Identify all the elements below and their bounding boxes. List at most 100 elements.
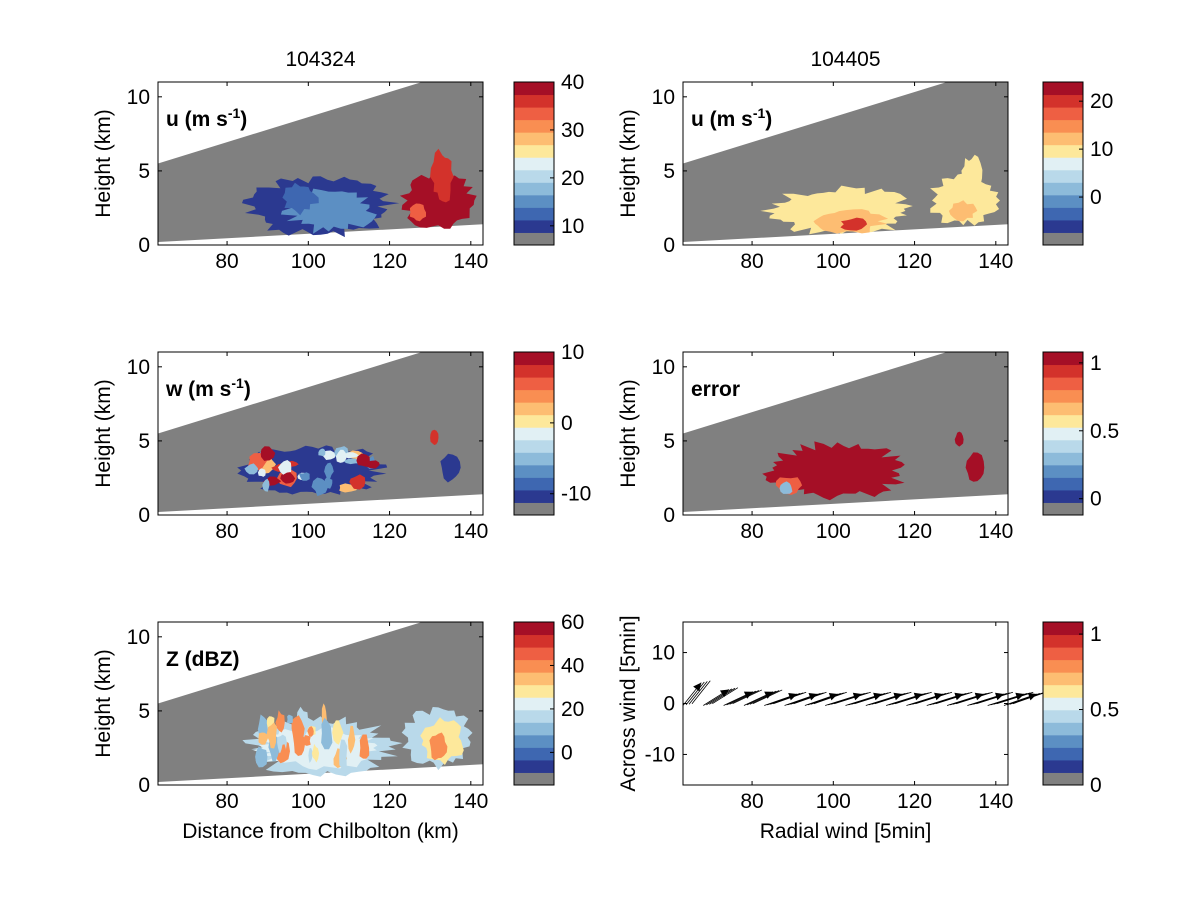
wind-arrow <box>813 691 847 705</box>
wind-arrow <box>793 691 827 705</box>
colorbar-cell <box>514 144 554 158</box>
echo-speckle <box>311 743 320 763</box>
y-axis-label: Height (km) <box>92 109 115 218</box>
panel-label-suffix: ) <box>244 378 251 401</box>
colorbar-cell <box>514 672 554 686</box>
colorbar-Z-104324: 0 20 40 60 <box>513 611 584 786</box>
colorbar-tick-label: 20 <box>561 167 584 190</box>
panel-w-104324: 80 100 120 140 0 5 10 Height (km) w (m s-1) <box>92 351 488 543</box>
x-tick-label: 120 <box>372 790 407 813</box>
colorbar-cell <box>1043 622 1083 636</box>
colorbar-cell <box>1043 119 1083 133</box>
colorbar-cell <box>1043 759 1083 773</box>
panel-label-text: u (m s <box>166 108 228 131</box>
coverage-wedge <box>683 82 1008 243</box>
colorbar-cell <box>514 759 554 773</box>
echo-speckle <box>291 715 305 746</box>
panel-Z-104324: 80 100 120 140 0 5 10 Height (km) Distance from … <box>92 621 488 843</box>
echo-blob <box>930 173 1000 226</box>
panel-u-104324: 80 100 120 140 0 5 10 Height (km) u (m s-1) <box>92 81 488 273</box>
colorbar-u-104324: 10 20 30 40 <box>513 71 584 246</box>
wind-arrow <box>787 693 821 706</box>
colorbar-cell <box>1043 207 1083 221</box>
x-tick-label: 80 <box>215 790 238 813</box>
y-tick-label: 10 <box>652 356 675 379</box>
colorbar-tick-label: 40 <box>561 654 584 677</box>
column-title-0: 104324 <box>285 48 355 71</box>
x-tick-label: 140 <box>453 520 488 543</box>
y-tick-label: 0 <box>138 504 150 527</box>
colorbar-frame <box>1042 351 1084 516</box>
colorbar-cell <box>1043 364 1083 378</box>
echo-speckle <box>307 726 314 737</box>
echo-speckle <box>244 463 259 475</box>
plot-frame <box>157 81 484 246</box>
y-axis-label: Height (km) <box>617 109 640 218</box>
y-tick-label: -10 <box>645 743 675 766</box>
echo-speckle <box>278 460 292 475</box>
wind-arrow <box>767 693 801 706</box>
panel-label-sup: -1 <box>753 105 766 121</box>
echo-speckle <box>347 725 356 754</box>
x-tick-label: 100 <box>291 520 326 543</box>
colorbar-cell <box>514 219 554 233</box>
colorbar-cell <box>1043 747 1083 761</box>
colorbar-tick-label: 1 <box>1090 352 1102 375</box>
y-axis-label: Height (km) <box>92 649 115 758</box>
colorbar-cell <box>514 402 554 416</box>
panel-error-104405: 80 100 120 140 0 5 10 Height (km) error <box>617 351 1013 543</box>
wind-arrow <box>749 690 780 705</box>
colorbar-cell <box>1043 194 1083 208</box>
colorbar-cell <box>514 464 554 478</box>
wind-arrow <box>807 693 841 706</box>
colorbar-cell <box>1043 82 1083 96</box>
echo-blob <box>961 154 983 206</box>
colorbar-cell <box>1043 452 1083 466</box>
panel-wind-104405: 80 100 120 140 -10 0 10 Across wind [5min] Radia… <box>617 615 1046 843</box>
colorbar-cell <box>514 119 554 133</box>
colorbar-tick-label: 20 <box>1090 90 1113 113</box>
colorbar-cell <box>514 452 554 466</box>
colorbar-cell <box>514 659 554 673</box>
echo-blob <box>954 431 964 447</box>
panel-label: error <box>691 378 740 401</box>
coverage-wedge <box>158 352 483 513</box>
y-tick-label: 5 <box>138 160 150 183</box>
panel-label: Z (dBZ) <box>166 648 239 671</box>
panel-label-suffix: ) <box>240 108 247 131</box>
colorbar-cell <box>514 364 554 378</box>
wind-arrow <box>746 690 777 706</box>
x-tick-label: 140 <box>978 250 1013 273</box>
colorbar-tick-label: 10 <box>561 215 584 238</box>
colorbar-cell <box>514 107 554 121</box>
colorbar-cell <box>514 684 554 698</box>
wind-arrow <box>688 681 708 705</box>
colorbar-cell <box>1043 132 1083 146</box>
colorbar-cell <box>1043 464 1083 478</box>
x-tick-label: 100 <box>291 250 326 273</box>
panel-u-104405: 80 100 120 140 0 5 10 Height (km) u (m s-1) <box>617 81 1013 273</box>
colorbar-cell <box>1043 659 1083 673</box>
y-tick-label: 10 <box>127 356 150 379</box>
echo-speckle <box>275 710 285 733</box>
colorbar-cell <box>514 734 554 748</box>
colorbar-cell <box>514 182 554 196</box>
echo-blob <box>430 148 454 203</box>
data-layer <box>683 82 1008 243</box>
colorbar-cell <box>1043 647 1083 661</box>
echo-blob <box>282 182 319 216</box>
echo-speckle <box>335 449 348 463</box>
x-tick-label: 80 <box>740 520 763 543</box>
x-tick-label: 140 <box>978 520 1013 543</box>
colorbar-cell <box>1043 672 1083 686</box>
colorbar-cell <box>514 502 554 515</box>
wind-arrow <box>976 691 1014 705</box>
x-tick-label: 80 <box>740 790 763 813</box>
colorbar-cell <box>514 94 554 108</box>
colorbar-frame <box>513 621 555 786</box>
echo-speckle <box>324 476 333 489</box>
colorbar-tick-label: -10 <box>561 483 591 506</box>
wind-arrow <box>712 687 739 705</box>
x-tick-label: 140 <box>453 790 488 813</box>
colorbar-cell <box>1043 684 1083 698</box>
